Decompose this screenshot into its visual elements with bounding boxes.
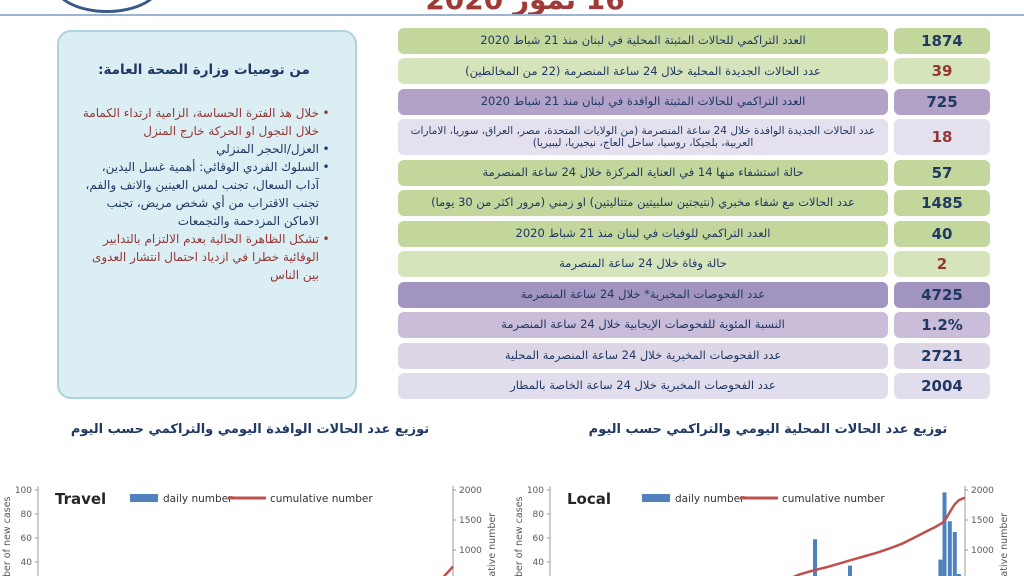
y-axis-title: Number of new cases — [2, 497, 13, 576]
svg-text:60: 60 — [21, 534, 33, 544]
recommendation-item: • العزل/الحجر المنزلي — [75, 140, 333, 158]
legend-daily-label: daily number — [163, 493, 233, 505]
stat-value: 18 — [894, 119, 990, 156]
daily-bar — [956, 574, 961, 576]
stat-label: عدد الحالات الجديدة الوافدة خلال 24 ساعة… — [398, 119, 888, 156]
bullet-icon: • — [322, 232, 330, 246]
recommendation-text: خلال هذ الفترة الحساسة، الزامية ارتداء ا… — [82, 106, 319, 138]
svg-text:100: 100 — [15, 486, 32, 496]
recommendation-item: • تشكل الظاهرة الحالية بعدم الالتزام بالت… — [75, 230, 333, 284]
legend-daily-swatch — [642, 494, 670, 502]
daily-bar — [952, 532, 957, 576]
bullet-icon: • — [322, 142, 330, 156]
svg-text:40: 40 — [21, 558, 33, 568]
stat-value: 1874 — [894, 28, 990, 54]
y-axis-title: Number of new cases — [514, 497, 525, 576]
stat-value: 1485 — [894, 190, 990, 217]
daily-bar — [813, 539, 817, 576]
stat-label: عدد الحالات الجديدة المحلية خلال 24 ساعة… — [398, 58, 888, 85]
daily-bar — [938, 559, 943, 576]
stat-label: عدد الفحوصات المخبرية خلال 24 ساعة الخاص… — [398, 372, 888, 399]
svg-text:1000: 1000 — [459, 546, 482, 556]
cumulative-line — [442, 565, 454, 576]
recommendations-panel: من توصيات وزارة الصحة العامة: • خلال هذ ا… — [57, 30, 357, 399]
svg-text:100: 100 — [527, 486, 544, 496]
stat-row: النسبة المئوية للفحوصات الإيجابية خلال 2… — [398, 312, 990, 339]
daily-bar — [947, 521, 952, 576]
legend-daily-label: daily number — [675, 493, 745, 505]
stat-label: عدد الحالات مع شفاء مخبري (نتيجتين سلبيت… — [398, 190, 888, 217]
bullet-icon: • — [322, 106, 330, 120]
recommendation-text: السلوك الفردي الوقائي: أهمية غسل اليدين،… — [85, 160, 319, 228]
charts-row: 100 80 60 40 2000 1500 1000 Number of new cases… — [0, 482, 1024, 576]
stat-value: 40 — [894, 220, 990, 247]
stat-row: العدد التراكمي للوفيات في لبنان منذ 21 ش… — [398, 220, 990, 247]
travel-chart-box: 100 80 60 40 2000 1500 1000 Number of new cases… — [0, 482, 512, 576]
svg-text:1000: 1000 — [971, 546, 994, 556]
y2-axis-title: Cumulative number — [999, 513, 1010, 576]
stat-row: عدد الحالات الجديدة الوافدة خلال 24 ساعة… — [398, 119, 990, 156]
local-chart-box: 100 80 60 40 2000 1500 1000 Number of new cases… — [512, 482, 1024, 576]
y2-axis-title: Cumulative number — [487, 513, 498, 576]
bullet-icon: • — [322, 160, 330, 174]
svg-text:2000: 2000 — [459, 486, 482, 496]
travel-chart-title: توزيع عدد الحالات الوافدة اليومي والتراك… — [70, 422, 430, 437]
stat-value: 4725 — [894, 281, 990, 308]
svg-text:80: 80 — [21, 510, 33, 520]
recommendation-item: • السلوك الفردي الوقائي: أهمية غسل اليدين… — [75, 158, 333, 230]
daily-bar — [848, 565, 852, 576]
stat-row: عدد الحالات الجديدة المحلية خلال 24 ساعة… — [398, 58, 990, 85]
stat-row: العدد التراكمي للحالات المثبتة الوافدة ف… — [398, 88, 990, 115]
report-date: 16 تموز 2020 — [390, 0, 660, 16]
stat-value: 725 — [894, 88, 990, 115]
stat-row: العدد التراكمي للحالات المثبتة المحلية ف… — [398, 28, 990, 54]
stat-label: عدد الفحوصات المخبرية خلال 24 ساعة المنص… — [398, 342, 888, 369]
svg-text:2000: 2000 — [971, 486, 994, 496]
recommendations-list: • خلال هذ الفترة الحساسة، الزامية ارتداء … — [75, 104, 333, 284]
stat-label: حالة استشفاء منها 14 في العناية المركزة … — [398, 159, 888, 186]
stat-row: عدد الفحوصات المخبرية خلال 24 ساعة الخاص… — [398, 372, 990, 399]
stat-value: 2004 — [894, 372, 990, 399]
recommendation-text: العزل/الحجر المنزلي — [216, 142, 319, 156]
stat-row: حالة استشفاء منها 14 في العناية المركزة … — [398, 159, 990, 186]
recommendation-text: تشكل الظاهرة الحالية بعدم الالتزام بالتد… — [91, 232, 319, 282]
svg-text:80: 80 — [533, 510, 545, 520]
legend-cumulative-label: cumulative number — [270, 493, 373, 505]
stat-value: 2721 — [894, 342, 990, 369]
svg-text:1500: 1500 — [971, 516, 994, 526]
cumulative-line — [792, 496, 966, 576]
stat-value: 2 — [894, 251, 990, 278]
local-chart-title: توزيع عدد الحالات المحلية اليومي والتراك… — [588, 422, 948, 437]
stat-value: 57 — [894, 159, 990, 186]
stats-table: العدد التراكمي للحالات المثبتة المحلية ف… — [398, 28, 990, 399]
svg-text:1500: 1500 — [459, 516, 482, 526]
local-chart: 100 80 60 40 2000 1500 1000 Number of new cases… — [514, 486, 1010, 576]
stat-row: عدد الفحوصات المخبرية خلال 24 ساعة المنص… — [398, 342, 990, 369]
svg-text:60: 60 — [533, 534, 545, 544]
stat-value: 1.2% — [894, 312, 990, 339]
stat-label: عدد الفحوصات المخبرية* خلال 24 ساعة المن… — [398, 281, 888, 308]
stat-label: العدد التراكمي للحالات المثبتة الوافدة ف… — [398, 88, 888, 115]
legend-cumulative-label: cumulative number — [782, 493, 885, 505]
legend-daily-swatch — [130, 494, 158, 502]
stat-value: 39 — [894, 58, 990, 85]
chart-label: Local — [567, 490, 611, 508]
stat-row: عدد الحالات مع شفاء مخبري (نتيجتين سلبيت… — [398, 190, 990, 217]
chart-label: Travel — [55, 490, 106, 508]
recommendation-item: • خلال هذ الفترة الحساسة، الزامية ارتداء … — [75, 104, 333, 140]
stat-label: حالة وفاة خلال 24 ساعة المنصرمة — [398, 251, 888, 278]
header-divider — [0, 14, 1024, 16]
stat-label: العدد التراكمي للحالات المثبتة المحلية ف… — [398, 28, 888, 54]
ministry-logo-ellipse — [53, 0, 161, 13]
daily-bar — [942, 492, 947, 576]
stat-row: حالة وفاة خلال 24 ساعة المنصرمة 2 — [398, 251, 990, 278]
travel-chart: 100 80 60 40 2000 1500 1000 Number of new cases… — [2, 486, 498, 576]
stat-label: النسبة المئوية للفحوصات الإيجابية خلال 2… — [398, 312, 888, 339]
stat-label: العدد التراكمي للوفيات في لبنان منذ 21 ش… — [398, 220, 888, 247]
stat-row: عدد الفحوصات المخبرية* خلال 24 ساعة المن… — [398, 281, 990, 308]
recommendations-title: من توصيات وزارة الصحة العامة: — [98, 62, 310, 78]
svg-text:40: 40 — [533, 558, 545, 568]
